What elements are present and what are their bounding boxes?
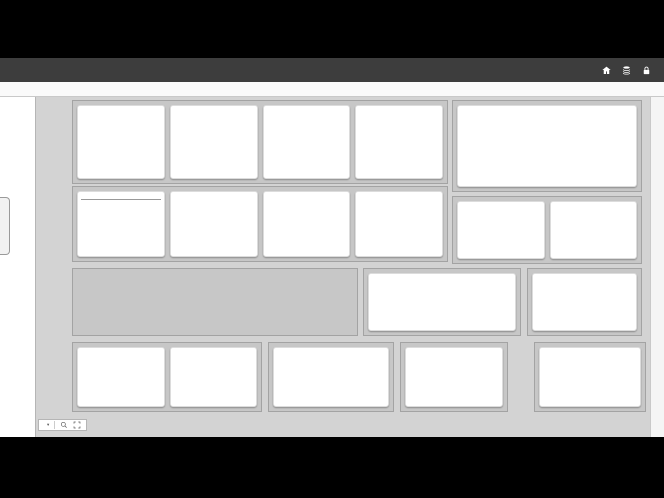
events-violations-bar-chart [409,353,499,405]
titlebar-icons [601,65,652,76]
card-title [277,350,385,351]
source-consumption-donut [561,283,601,323]
plant-cost-bar-chart [174,353,254,405]
flow-ratios-donut [376,205,416,245]
card-title [174,350,254,351]
events-violations-card [405,347,503,407]
operating-cost-gauge [81,352,161,381]
production-capacity-line-chart [267,109,347,175]
fit-screen-icon[interactable] [73,421,81,429]
plant-alarms-section [268,342,394,412]
filter-status-card [77,191,165,257]
chemical-section [452,100,642,192]
chlorine-contact-gauge [461,206,541,235]
zoom-level-select[interactable]: ▾ [44,422,49,428]
card-title [461,204,541,205]
card-title [81,350,161,351]
uptime-section [534,342,646,412]
filter-section [72,186,448,262]
scrollbar[interactable] [650,97,664,437]
title-bar [0,58,664,82]
card-title [359,108,439,109]
uptime-card [539,347,641,407]
storage-capacity-gauge [359,110,439,139]
diff-pressure-line-chart [174,195,254,253]
production-section [72,100,448,184]
chevron-down-icon: ▾ [47,422,50,427]
breadcrumb [0,82,664,97]
plant-cost-card [169,347,257,407]
source-consumption-card [532,273,637,331]
production-capacity-gauge [81,110,161,139]
filter-diff-pressure-card [169,191,258,257]
events-violations-section [400,342,508,412]
efficiency-section [72,268,358,336]
lock-icon[interactable] [641,65,652,76]
source-consumption-section [527,268,642,336]
recycle-ratio-card [368,273,516,331]
home-icon[interactable] [601,65,612,76]
layers-icon[interactable] [621,65,632,76]
turbidity-line-chart [267,195,347,253]
operating-cost-gauge-card [77,347,165,407]
chlorine-contact-gauge-card [457,201,545,259]
total-production-card [169,105,258,179]
card-title [81,194,161,195]
uptime-donut [566,354,614,402]
chlorine-section [452,196,642,264]
chemical-table-card [457,105,637,187]
plant-alarms-card [273,347,389,407]
card-title [81,108,161,109]
production-capacity-chart-card [262,105,351,179]
plant-alarms-bar-chart [277,353,385,405]
main-canvas: ▾ [0,97,664,437]
zoom-icon[interactable] [60,421,68,429]
storage-capacity-gauge-card [355,105,443,179]
slideout-handle[interactable] [0,197,10,255]
sidebar [0,97,36,437]
chlorine-residual-line-chart [554,205,634,255]
filter-status-header [81,199,161,200]
card-title [174,108,254,109]
filter-flow-ratios-card [355,191,443,257]
recycle-ratio-section [363,268,521,336]
turbidity-card [262,191,351,257]
divider [54,421,56,429]
chlorine-residual-card [549,201,637,259]
recycle-rings [372,277,512,328]
production-capacity-gauge-card [77,105,165,179]
cost-section [72,342,262,412]
card-title [409,350,499,351]
zoom-controls: ▾ [38,419,88,431]
